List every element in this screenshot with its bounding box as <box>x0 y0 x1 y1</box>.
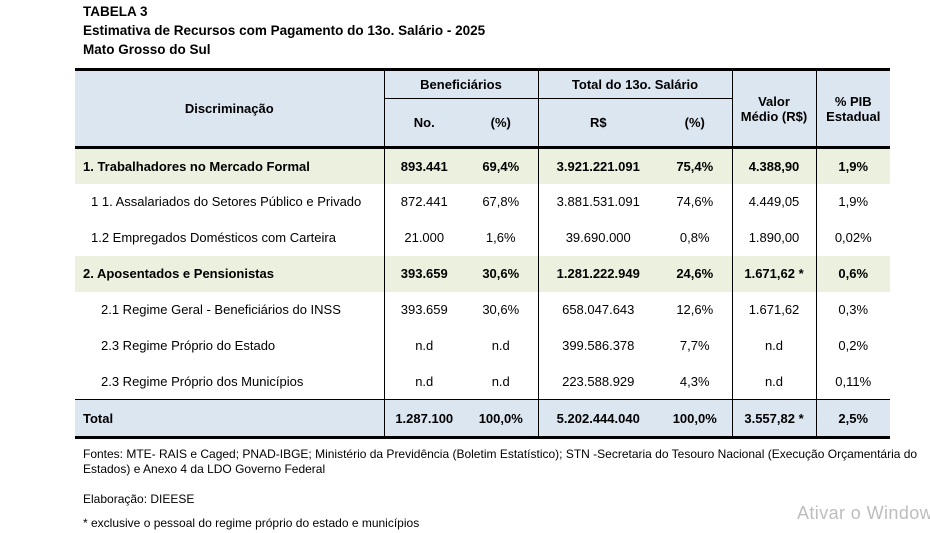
header-valor-medio-line2: Médio (R$) <box>740 108 808 124</box>
cell-no: 21.000 <box>383 219 464 256</box>
table-row: 2.3 Regime Próprio dos Municípios n.d n.… <box>75 363 890 400</box>
cell-valor-medio: 1.671,62 <box>731 291 816 328</box>
cell-valor-medio: 3.557,82 * <box>731 399 816 439</box>
cell-label: 2.3 Regime Próprio dos Municípios <box>101 373 304 389</box>
table-row: 1.2 Empregados Domésticos com Carteira 2… <box>75 219 890 256</box>
cell-label: 1. Trabalhadores no Mercado Formal <box>75 147 384 184</box>
header-pib-estadual: % PIB Estadual <box>815 68 890 149</box>
cell-pct-pib: 0,02% <box>815 219 890 256</box>
cell-pct-total: 74,6% <box>676 194 714 209</box>
header-pct-beneficiarios: (%) <box>464 98 538 149</box>
cell-pct-pib: 2,5% <box>815 399 890 439</box>
cell-pct-pib: 0,3% <box>815 291 890 328</box>
header-pib-line2: Estadual <box>826 108 881 124</box>
cell-no: 893.441 <box>383 147 464 184</box>
table-row: 1 1. Assalariados do Setores Público e P… <box>75 183 890 220</box>
cell-label: 1.2 Empregados Domésticos com Carteira <box>91 230 336 245</box>
header-group-total-13o: Total do 13o. Salário <box>537 68 732 99</box>
cell-no: 393.659 <box>383 291 464 328</box>
cell-no: n.d <box>383 363 464 400</box>
cell-rs: 3.881.531.091 <box>537 183 658 220</box>
cell-pct-total: 4,3% <box>679 373 710 389</box>
header-discriminacao: Discriminação <box>75 68 384 149</box>
asterisk-footnote: * exclusive o pessoal do regime próprio … <box>83 516 420 530</box>
cell-pct-total: 12,6% <box>676 302 714 317</box>
cell-rs: 39.690.000 <box>537 219 658 256</box>
elaboration-note: Elaboração: DIEESE <box>83 492 195 506</box>
cell-pct-pib: 1,9% <box>815 147 890 184</box>
header-pct-total: (%) <box>658 98 732 149</box>
cell-pct-benef: 69,4% <box>464 147 538 184</box>
cell-pct-benef: 67,8% <box>482 194 520 209</box>
cell-rs: 658.047.643 <box>537 291 658 328</box>
cell-pct-total: 7,7% <box>679 338 710 353</box>
cell-pct-pib: 0,2% <box>815 327 890 364</box>
cell-no: n.d <box>383 327 464 364</box>
cell-pct-benef: 100,0% <box>464 399 538 439</box>
cell-pct-benef: 30,6% <box>482 302 520 317</box>
sources-note: Fontes: MTE- RAIS e Caged; PNAD-IBGE; Mi… <box>83 447 917 477</box>
cell-label: 1 1. Assalariados do Setores Público e P… <box>91 194 362 209</box>
cell-pct-total: 0,8% <box>679 230 710 245</box>
table-subtitle-region: Mato Grosso do Sul <box>83 42 211 57</box>
header-group-beneficiarios: Beneficiários <box>383 68 538 99</box>
cell-label: 2.1 Regime Geral - Beneficiários do INSS <box>101 302 341 317</box>
cell-valor-medio: 1.671,62 * <box>731 255 816 292</box>
estimate-table: Discriminação Beneficiários Total do 13o… <box>75 68 890 439</box>
cell-pct-benef: n.d <box>491 373 510 389</box>
cell-no: 872.441 <box>383 183 464 220</box>
sources-note-line1: Fontes: MTE- RAIS e Caged; PNAD-IBGE; Mi… <box>83 447 918 461</box>
cell-valor-medio: 4.388,90 <box>731 147 816 184</box>
cell-rs: 223.588.929 <box>537 363 658 400</box>
header-valor-medio: Valor Médio (R$) <box>731 68 816 149</box>
sources-note-line2: Estados) e Anexo 4 da LDO Governo Federa… <box>83 462 326 476</box>
header-rs: R$ <box>537 98 658 149</box>
cell-label: 2.3 Regime Próprio do Estado <box>101 338 276 353</box>
footer-notes: Fontes: MTE- RAIS e Caged; PNAD-IBGE; Mi… <box>83 447 917 531</box>
table-row: 2.1 Regime Geral - Beneficiários do INSS… <box>75 291 890 328</box>
cell-rs: 1.281.222.949 <box>537 255 658 292</box>
windows-activation-watermark: Ativar o Windows <box>797 503 930 523</box>
cell-no: 1.287.100 <box>383 399 464 439</box>
cell-pct-pib: 1,9% <box>815 183 890 220</box>
cell-pct-benef: 1,6% <box>485 230 516 245</box>
total-row: Total 1.287.100 100,0% 5.202.444.040 100… <box>75 399 890 439</box>
header-no: No. <box>383 98 464 149</box>
table-main-title: Estimativa de Recursos com Pagamento do … <box>83 23 486 38</box>
cell-valor-medio: n.d <box>731 327 816 364</box>
cell-pct-pib: 0,6% <box>815 255 890 292</box>
cell-pct-total: 75,4% <box>658 147 732 184</box>
table-row: 1. Trabalhadores no Mercado Formal 893.4… <box>75 147 890 184</box>
table-row: 2. Aposentados e Pensionistas 393.659 30… <box>75 255 890 292</box>
cell-no: 393.659 <box>383 255 464 292</box>
cell-rs: 399.586.378 <box>537 327 658 364</box>
page-title: TABELA 3 Estimativa de Recursos com Paga… <box>83 2 485 59</box>
cell-label: Total <box>75 399 384 439</box>
cell-valor-medio: 4.449,05 <box>731 183 816 220</box>
cell-pct-benef: n.d <box>491 338 510 353</box>
header-pib-line1: % PIB <box>834 93 872 109</box>
cell-label: 2. Aposentados e Pensionistas <box>75 255 384 292</box>
cell-rs: 3.921.221.091 <box>537 147 658 184</box>
cell-pct-total: 100,0% <box>658 399 732 439</box>
table-number-title: TABELA 3 <box>83 4 148 19</box>
cell-pct-total: 24,6% <box>658 255 732 292</box>
header-valor-medio-line1: Valor <box>758 93 790 109</box>
cell-valor-medio: n.d <box>731 363 816 400</box>
cell-pct-benef: 30,6% <box>464 255 538 292</box>
cell-rs: 5.202.444.040 <box>537 399 658 439</box>
table-row: 2.3 Regime Próprio do Estado n.d n.d 399… <box>75 327 890 364</box>
cell-pct-pib: 0,11% <box>815 363 890 400</box>
cell-valor-medio: 1.890,00 <box>731 219 816 256</box>
